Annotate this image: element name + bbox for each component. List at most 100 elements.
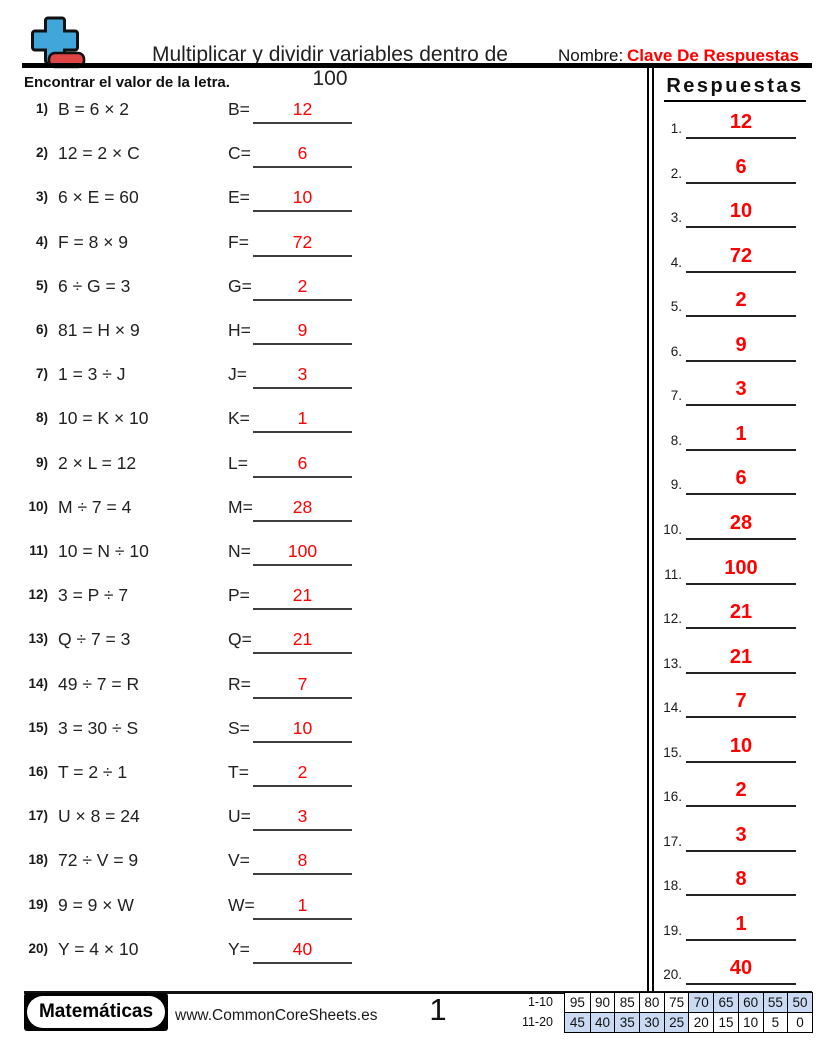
answer-value: 3 [735, 823, 747, 846]
answer-value: 1 [297, 408, 308, 429]
answer-number: 10. [663, 521, 682, 537]
problem-number: 13) [28, 631, 48, 647]
answer-value: 28 [292, 496, 313, 517]
answer-row: 8. 1 [654, 421, 816, 451]
problem-number: 18) [28, 852, 48, 868]
problem-number: 16) [28, 764, 48, 779]
problem-row: 20) Y = 4 × 10 Y= 40 [0, 936, 640, 964]
answer-number: 19. [663, 922, 682, 938]
answer-row: 14. 7 [654, 688, 816, 719]
name-label: Nombre: [558, 46, 624, 65]
problem-equation: T = 2 ÷ 1 [58, 762, 128, 782]
problem-row: 14) 49 ÷ 7 = R R= 7 [0, 671, 640, 699]
answer-row: 10. 28 [654, 510, 816, 540]
website-url: www.CommonCoreSheets.es [175, 1007, 378, 1024]
answer-label: U= [228, 806, 251, 827]
answer-number: 18. [663, 878, 682, 894]
answer-value: 6 [297, 452, 308, 473]
answer-number: 6. [670, 343, 682, 359]
answer-label: T= [228, 762, 249, 782]
answer-blank: 9 [253, 317, 352, 345]
answer-value: 6 [735, 467, 747, 490]
problem-row: 12) 3 = P ÷ 7 P= 21 [0, 582, 640, 611]
answer-label: Y= [228, 938, 250, 959]
answer-blank: 10 [686, 198, 796, 229]
answer-blank: 3 [686, 822, 796, 852]
score-cell: 85 [614, 993, 639, 1012]
answer-number: 17. [663, 833, 682, 849]
answer-blank: 3 [253, 803, 352, 832]
answer-label: R= [228, 673, 251, 694]
answer-label: W= [228, 894, 255, 915]
score-cell: 90 [589, 993, 615, 1012]
problem-number: 17) [28, 808, 48, 824]
answer-value: 2 [297, 275, 308, 296]
problem-equation: 2 × L = 12 [58, 452, 137, 473]
score-cell: 80 [639, 993, 664, 1012]
problem-equation: 10 = N ÷ 10 [58, 541, 149, 561]
problem-row: 11) 10 = N ÷ 10 N= 100 [0, 538, 640, 566]
score-cell: 0 [787, 1013, 812, 1032]
answer-blank: 72 [253, 229, 352, 257]
problem-row: 3) 6 × E = 60 E= 10 [0, 184, 640, 213]
answer-row: 2. 6 [654, 154, 816, 184]
answer-label: S= [228, 717, 250, 738]
answer-row: 20. 40 [654, 955, 816, 986]
score-table-row: 95 90 85 80 75 70 65 60 55 50 [565, 993, 812, 1012]
score-cell: 20 [688, 1013, 713, 1032]
answer-value: 8 [297, 850, 308, 871]
answer-blank: 7 [253, 671, 352, 699]
answer-label: B= [228, 99, 250, 119]
problem-number: 8) [35, 410, 48, 426]
answer-blank: 10 [686, 733, 796, 763]
answer-number: 3. [670, 210, 682, 226]
problem-number: 19) [28, 896, 48, 912]
answer-number: 16. [663, 789, 682, 805]
answer-blank: 6 [253, 140, 352, 169]
problem-equation: 3 = 30 ÷ S [58, 717, 139, 738]
answer-label: K= [228, 408, 250, 429]
answer-label: N= [228, 541, 251, 561]
answer-value: 10 [292, 187, 313, 208]
answer-value: 10 [292, 717, 313, 738]
answer-value: 7 [735, 690, 747, 713]
answer-label: J= [228, 364, 247, 385]
score-table: 95 90 85 80 75 70 65 60 55 50 45 40 35 30 25 20 15 10 5 0 [564, 992, 813, 1033]
score-cell: 25 [663, 1013, 689, 1032]
answer-blank: 3 [686, 376, 796, 407]
answer-blank: 12 [686, 109, 796, 139]
answer-number: 5. [670, 299, 682, 315]
problem-equation: Q ÷ 7 = 3 [58, 629, 131, 650]
answer-number: 20. [663, 967, 682, 983]
page-title: Multiplicar y dividir variables dentro d… [152, 43, 508, 90]
page-number: 1 [429, 992, 447, 1027]
score-cell: 30 [639, 1013, 664, 1032]
score-label-1-10: 1-10 [527, 995, 553, 1009]
answer-row: 6. 9 [654, 332, 816, 362]
answer-blank: 40 [686, 955, 796, 986]
answer-value: 3 [297, 364, 308, 385]
problem-equation: B = 6 × 2 [58, 99, 130, 119]
answer-label: Q= [228, 629, 252, 650]
sidebar-divider-inner [652, 67, 654, 991]
problem-row: 17) U × 8 = 24 U= 3 [0, 803, 640, 832]
answer-number: 7. [670, 388, 682, 404]
problem-number: 20) [28, 940, 48, 956]
problem-equation: 49 ÷ 7 = R [58, 673, 140, 694]
score-cell: 55 [762, 993, 788, 1012]
problem-number: 2) [35, 145, 48, 161]
sidebar-divider-outer [647, 67, 649, 991]
answer-blank: 21 [686, 599, 796, 630]
answer-value: 10 [729, 200, 753, 223]
answer-blank: 7 [686, 688, 796, 719]
answer-blank: 2 [686, 287, 796, 318]
problem-row: 15) 3 = 30 ÷ S S= 10 [0, 715, 640, 743]
answer-label: C= [228, 143, 251, 164]
answer-blank: 28 [253, 494, 352, 522]
footer-divider [24, 991, 812, 994]
answer-row: 3. 10 [654, 198, 816, 229]
answer-blank: 1 [253, 405, 352, 434]
score-cell: 65 [713, 993, 738, 1012]
answers-panel-title: Respuestas [664, 75, 806, 102]
answer-value: 3 [297, 806, 308, 827]
